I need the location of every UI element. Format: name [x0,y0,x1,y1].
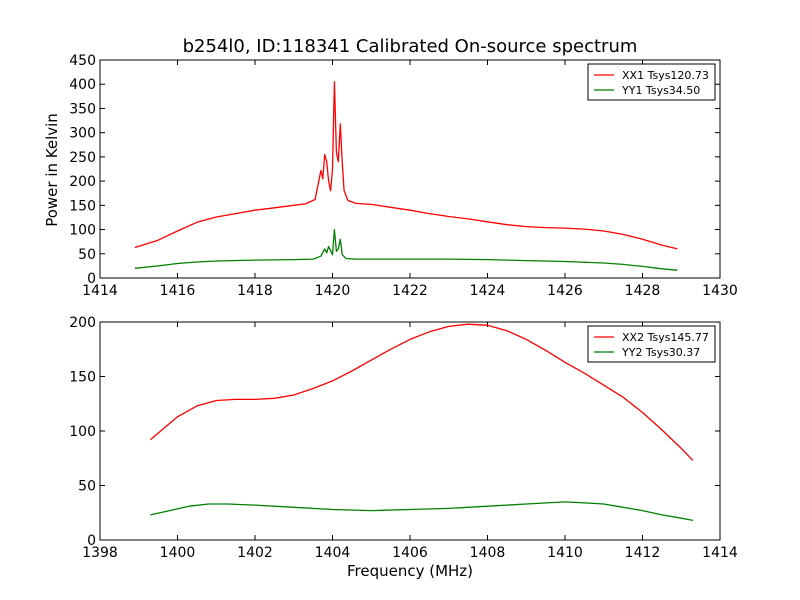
top-ytick-label-7: 350 [69,101,96,117]
bottom-series-line-1 [150,501,694,522]
bottom-ytick-label-2: 100 [69,424,96,440]
top-plot-frame [99,59,721,279]
top-plot-ylabel: Power in Kelvin [43,113,61,227]
bottom-xtick-label-1: 1400 [160,545,196,561]
top-xtick-label-8: 1430 [702,283,738,299]
bottom-xtick-label-8: 1414 [702,545,738,561]
top-xtick-label-5: 1424 [470,283,506,299]
top-plot-series [134,81,678,271]
bottom-plot-legend: XX2 Tsys145.77 YY2 Tsys30.37 [587,325,716,363]
top-legend-label-xx1: XX1 Tsys120.73 [622,69,709,82]
top-plot-legend: XX1 Tsys120.73 YY1 Tsys34.50 [587,63,716,101]
bottom-plot-ticks: 1398 1400 1402 1404 1406 1408 1410 1412 1414 0 50 1… [69,315,738,561]
top-xtick-label-7: 1428 [625,283,661,299]
top-plot: b254l0, ID:118341 Calibrated On-source s… [43,36,738,299]
top-xtick-label-6: 1426 [547,283,583,299]
bottom-series-line-0 [149,323,694,461]
bottom-plot-series [149,323,694,522]
bottom-ytick-label-0: 0 [87,533,96,549]
bottom-xtick-label-7: 1412 [625,545,661,561]
bottom-legend-box [587,325,716,363]
bottom-ytick-label-4: 200 [69,315,96,331]
bottom-legend-label-xx2: XX2 Tsys145.77 [622,331,709,344]
bottom-xtick-label-0: 1398 [82,545,118,561]
top-ytick-label-8: 400 [69,77,96,93]
top-legend-label-yy1: YY1 Tsys34.50 [621,84,700,97]
top-xtick-label-1: 1416 [160,283,196,299]
bottom-xtick-label-6: 1410 [547,545,583,561]
top-ytick-label-9: 450 [69,53,96,69]
top-ytick-label-4: 200 [69,174,96,190]
bottom-plot-frame [99,321,721,541]
bottom-plot-xlabel: Frequency (MHz) [347,562,473,580]
top-ytick-label-0: 0 [87,271,96,287]
bottom-legend-label-yy2: YY2 Tsys30.37 [621,346,700,359]
top-series-line-0 [134,81,678,250]
top-ytick-label-3: 150 [69,198,96,214]
top-plot-ticks: 1414 1416 1418 1420 1422 1424 1426 1428 1430 0 50 1… [69,53,738,299]
top-series-line-1 [134,228,678,271]
bottom-ytick-label-1: 50 [78,479,96,495]
bottom-xtick-label-5: 1408 [470,545,506,561]
top-ytick-label-6: 300 [69,126,96,142]
top-legend-box [587,63,716,101]
top-ytick-label-5: 250 [69,150,96,166]
bottom-ytick-label-3: 150 [69,370,96,386]
top-ytick-label-2: 100 [69,223,96,239]
top-ytick-label-1: 50 [78,247,96,263]
top-plot-title: b254l0, ID:118341 Calibrated On-source s… [183,36,638,57]
top-xtick-label-3: 1420 [315,283,351,299]
bottom-xtick-label-3: 1404 [315,545,351,561]
top-xtick-label-4: 1422 [392,283,428,299]
bottom-xtick-label-4: 1406 [392,545,428,561]
top-xtick-label-2: 1418 [237,283,273,299]
bottom-xtick-label-2: 1402 [237,545,273,561]
bottom-plot: Frequency (MHz) 1398 1400 1402 1404 1406 1408… [69,315,738,580]
top-xtick-label-0: 1414 [82,283,118,299]
